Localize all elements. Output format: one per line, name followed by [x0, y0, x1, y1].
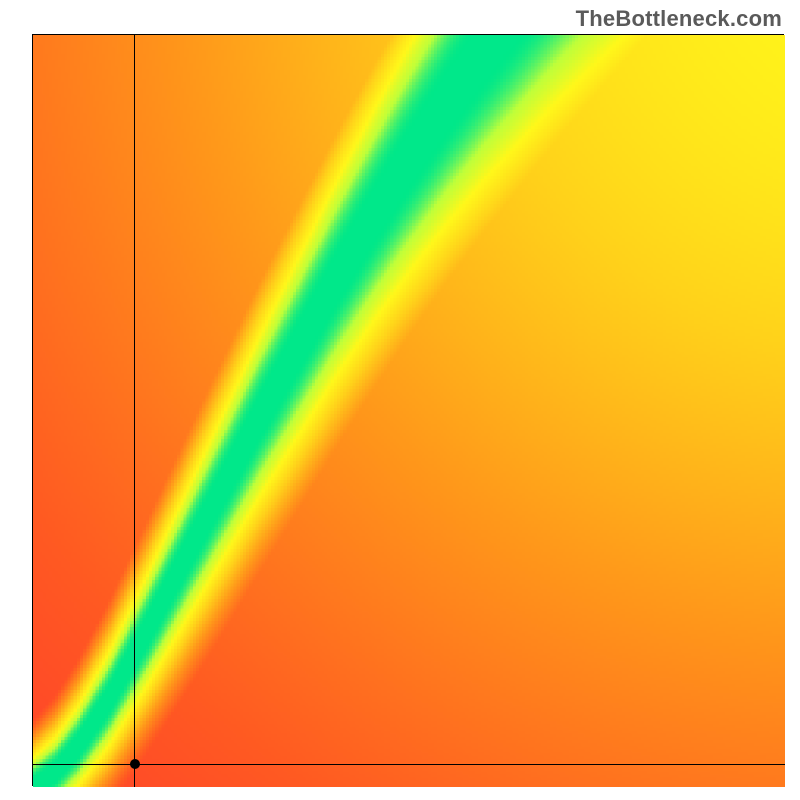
bottleneck-heatmap: [32, 34, 784, 786]
watermark-text: TheBottleneck.com: [576, 6, 782, 32]
marker-crosshair-vertical: [134, 35, 135, 787]
heatmap-canvas: [33, 35, 785, 787]
marker-dot: [130, 759, 140, 769]
marker-crosshair-horizontal: [33, 764, 785, 765]
